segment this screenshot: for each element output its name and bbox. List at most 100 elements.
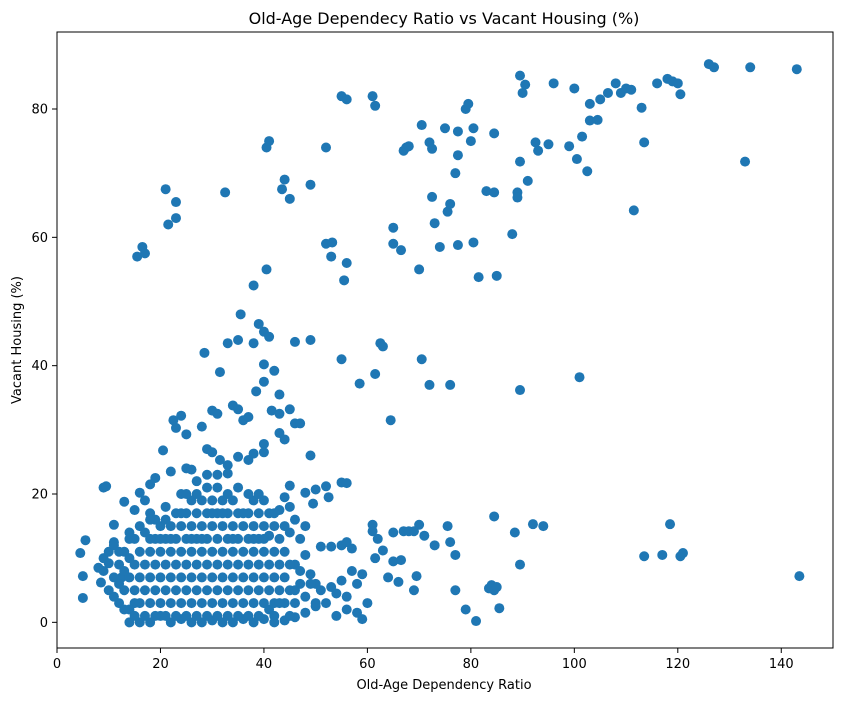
data-points (75, 59, 805, 628)
data-point (261, 264, 272, 275)
data-point (264, 136, 275, 147)
data-point (222, 468, 233, 479)
data-point (305, 569, 316, 580)
data-point (227, 546, 238, 557)
data-point (538, 521, 549, 532)
data-point (212, 533, 223, 544)
data-point (160, 585, 171, 596)
data-point (494, 603, 505, 614)
data-point (582, 166, 593, 177)
data-point (300, 549, 311, 560)
data-point (341, 591, 352, 602)
data-point (515, 156, 526, 167)
data-point (248, 448, 259, 459)
data-point (491, 270, 502, 281)
data-point (233, 559, 244, 570)
data-point (515, 70, 526, 81)
data-point (77, 592, 88, 603)
data-point (445, 379, 456, 390)
data-point (176, 410, 187, 421)
data-point (170, 197, 181, 208)
data-point (269, 610, 280, 621)
data-point (212, 610, 223, 621)
data-point (370, 100, 381, 111)
data-point (289, 585, 300, 596)
data-point (295, 418, 306, 429)
data-point (269, 572, 280, 583)
data-point (145, 533, 156, 544)
data-point (264, 559, 275, 570)
data-point (411, 571, 422, 582)
data-point (321, 481, 332, 492)
data-point (341, 604, 352, 615)
data-point (129, 585, 140, 596)
data-point (258, 521, 269, 532)
data-point (191, 610, 202, 621)
data-point (274, 585, 285, 596)
data-point (212, 585, 223, 596)
data-point (160, 559, 171, 570)
data-point (652, 78, 663, 89)
data-point (665, 519, 676, 530)
data-point (186, 546, 197, 557)
data-point (150, 585, 161, 596)
data-point (139, 610, 150, 621)
data-point (489, 511, 500, 522)
data-point (233, 404, 244, 415)
data-point (465, 136, 476, 147)
data-point (258, 533, 269, 544)
data-point (165, 533, 176, 544)
data-point (543, 139, 554, 150)
data-point (481, 186, 492, 197)
data-point (639, 551, 650, 562)
data-point (243, 585, 254, 596)
data-point (165, 598, 176, 609)
data-point (258, 376, 269, 387)
data-point (372, 533, 383, 544)
data-point (145, 514, 156, 525)
data-point (377, 341, 388, 352)
data-point (491, 582, 502, 593)
data-point (639, 137, 650, 148)
data-point (186, 572, 197, 583)
x-axis-ticks: 0 20 40 60 80 100 120 140 (53, 648, 794, 672)
data-point (114, 578, 125, 589)
data-point (233, 335, 244, 345)
data-point (341, 258, 352, 268)
data-point (419, 530, 430, 541)
data-point (248, 546, 259, 557)
data-point (336, 575, 347, 586)
data-point (217, 508, 228, 519)
data-point (212, 408, 223, 419)
data-point (217, 521, 228, 532)
data-point (279, 492, 290, 503)
data-point (277, 184, 288, 195)
data-point (98, 566, 109, 576)
data-point (533, 145, 544, 156)
data-point (427, 143, 438, 154)
data-point (150, 610, 161, 621)
data-point (602, 87, 613, 98)
data-point (564, 141, 575, 152)
data-point (323, 492, 334, 503)
data-point (212, 469, 223, 480)
data-point (445, 537, 456, 548)
data-point (279, 434, 290, 445)
data-point (357, 569, 368, 580)
data-point (191, 508, 202, 519)
data-point (176, 546, 187, 557)
data-point (196, 572, 207, 583)
data-point (308, 498, 319, 509)
data-point (284, 193, 295, 204)
data-point (207, 572, 218, 583)
data-point (80, 535, 91, 546)
data-point (181, 489, 192, 499)
data-point (145, 572, 156, 583)
data-point (414, 264, 425, 275)
data-point (165, 572, 176, 583)
data-point (165, 466, 176, 477)
y-tick-label: 0 (40, 616, 48, 631)
y-axis-label: Vacant Housing (%) (10, 276, 25, 404)
data-point (212, 482, 223, 493)
data-point (512, 192, 523, 203)
